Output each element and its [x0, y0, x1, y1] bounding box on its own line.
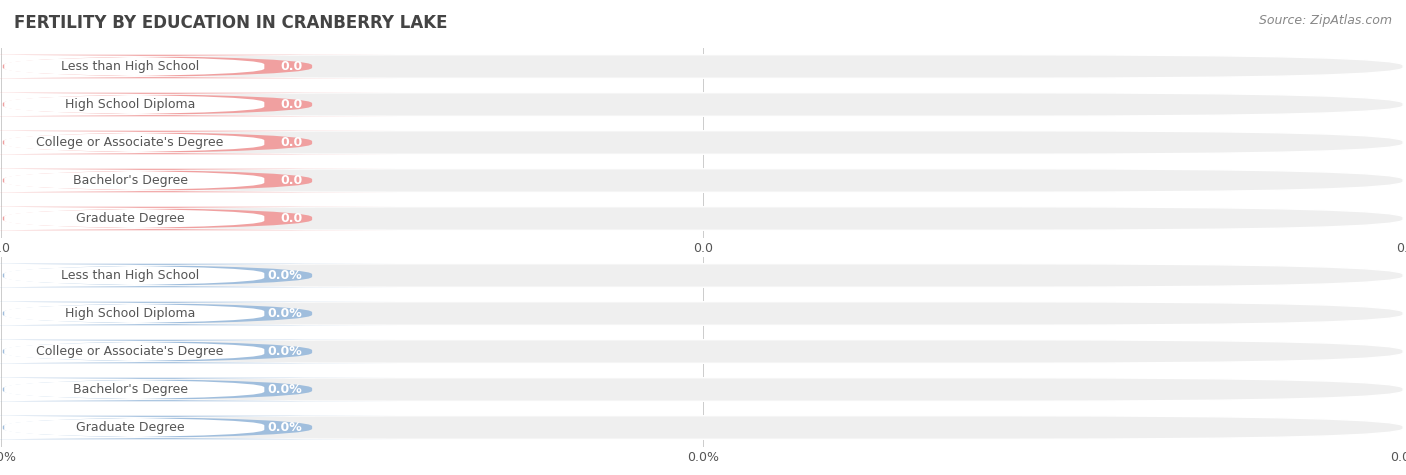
FancyBboxPatch shape [3, 416, 1403, 439]
FancyBboxPatch shape [3, 93, 1403, 116]
Text: Bachelor's Degree: Bachelor's Degree [73, 174, 187, 187]
Text: Bachelor's Degree: Bachelor's Degree [73, 383, 187, 396]
FancyBboxPatch shape [0, 170, 319, 191]
Text: College or Associate's Degree: College or Associate's Degree [37, 136, 224, 149]
FancyBboxPatch shape [0, 132, 319, 153]
Text: 0.0%: 0.0% [267, 345, 302, 358]
Text: 0.0%: 0.0% [267, 269, 302, 282]
FancyBboxPatch shape [0, 264, 396, 287]
Text: Graduate Degree: Graduate Degree [76, 212, 184, 225]
FancyBboxPatch shape [3, 131, 1403, 154]
FancyBboxPatch shape [3, 378, 1403, 401]
FancyBboxPatch shape [0, 417, 319, 438]
FancyBboxPatch shape [0, 340, 396, 363]
Text: High School Diploma: High School Diploma [65, 307, 195, 320]
FancyBboxPatch shape [3, 340, 1403, 363]
Text: 0.0: 0.0 [280, 136, 302, 149]
FancyBboxPatch shape [0, 378, 396, 401]
FancyBboxPatch shape [0, 169, 396, 192]
FancyBboxPatch shape [3, 302, 1403, 325]
FancyBboxPatch shape [3, 207, 1403, 230]
FancyBboxPatch shape [0, 379, 319, 400]
Text: FERTILITY BY EDUCATION IN CRANBERRY LAKE: FERTILITY BY EDUCATION IN CRANBERRY LAKE [14, 14, 447, 32]
Text: Less than High School: Less than High School [60, 269, 200, 282]
Text: 0.0: 0.0 [280, 98, 302, 111]
Text: 0.0: 0.0 [280, 60, 302, 73]
Text: 0.0: 0.0 [280, 212, 302, 225]
FancyBboxPatch shape [0, 302, 396, 325]
Text: 0.0: 0.0 [280, 174, 302, 187]
FancyBboxPatch shape [0, 94, 319, 115]
Text: Source: ZipAtlas.com: Source: ZipAtlas.com [1258, 14, 1392, 27]
FancyBboxPatch shape [0, 208, 319, 229]
Text: Graduate Degree: Graduate Degree [76, 421, 184, 434]
Text: Less than High School: Less than High School [60, 60, 200, 73]
FancyBboxPatch shape [0, 303, 319, 324]
FancyBboxPatch shape [0, 207, 396, 230]
Text: High School Diploma: High School Diploma [65, 98, 195, 111]
FancyBboxPatch shape [0, 93, 396, 116]
FancyBboxPatch shape [3, 55, 1403, 78]
FancyBboxPatch shape [0, 55, 396, 78]
Text: 0.0%: 0.0% [267, 307, 302, 320]
Text: 0.0%: 0.0% [267, 421, 302, 434]
FancyBboxPatch shape [0, 131, 396, 154]
FancyBboxPatch shape [3, 264, 1403, 287]
Text: 0.0%: 0.0% [267, 383, 302, 396]
FancyBboxPatch shape [0, 341, 319, 362]
FancyBboxPatch shape [0, 265, 319, 286]
Text: College or Associate's Degree: College or Associate's Degree [37, 345, 224, 358]
FancyBboxPatch shape [3, 169, 1403, 192]
FancyBboxPatch shape [0, 56, 319, 77]
FancyBboxPatch shape [0, 416, 396, 439]
